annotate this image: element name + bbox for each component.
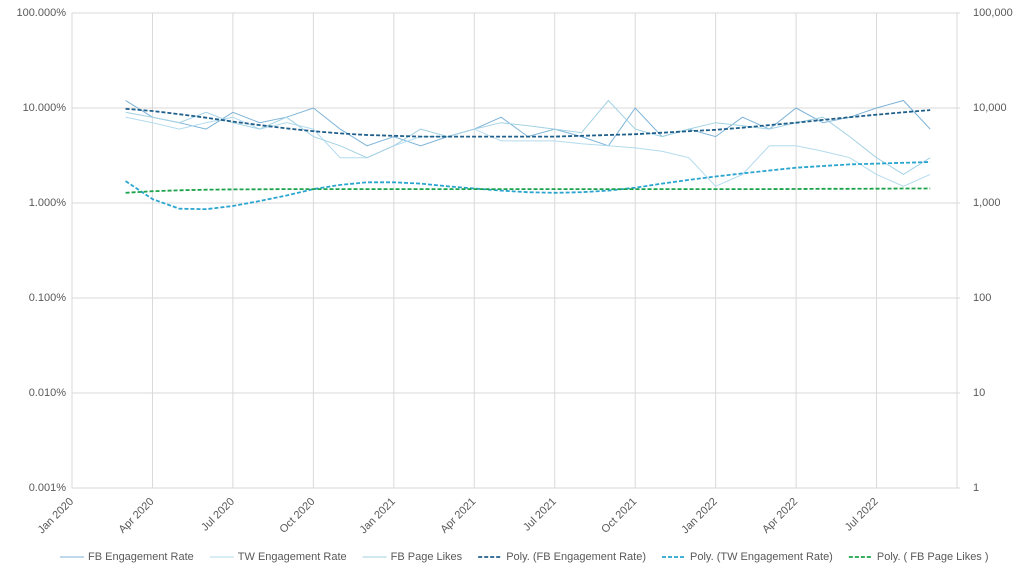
y-tick-label: 100.000% [16, 7, 66, 19]
y2-tick-label: 1 [973, 482, 979, 494]
legend-item: TW Engagement Rate [209, 551, 347, 563]
y2-tick-label: 100,000 [973, 7, 1013, 19]
trend-line [125, 107, 931, 138]
legend-label: Poly. (TW Engagement Rate) [690, 551, 833, 563]
legend-item: FB Page Likes [362, 551, 463, 563]
y-tick-label: 0.001% [29, 482, 67, 494]
plot-area [71, 12, 958, 489]
trend-line [125, 187, 931, 194]
y2-tick-label: 10,000 [973, 102, 1007, 114]
legend-label: Poly. (FB Engagement Rate) [506, 551, 646, 563]
y-tick-label: 1.000% [29, 197, 67, 209]
legend-label: FB Page Likes [391, 551, 463, 563]
legend-item: Poly. (FB Engagement Rate) [478, 551, 646, 563]
y-tick-label: 0.100% [29, 292, 67, 304]
legend-label: Poly. ( FB Page Likes ) [877, 551, 989, 563]
legend-item: Poly. (TW Engagement Rate) [662, 551, 833, 563]
legend-label: FB Engagement Rate [88, 551, 194, 563]
y-tick-label: 0.010% [29, 387, 67, 399]
legend-item: FB Engagement Rate [60, 551, 194, 563]
legend-label: TW Engagement Rate [238, 551, 347, 563]
y-tick-label: 10.000% [23, 102, 67, 114]
legend-item: Poly. ( FB Page Likes ) [848, 551, 989, 563]
trend-line [125, 161, 931, 211]
y2-tick-label: 100 [973, 292, 991, 304]
y2-tick-label: 1,000 [973, 197, 1001, 209]
y2-tick-label: 10 [973, 387, 985, 399]
